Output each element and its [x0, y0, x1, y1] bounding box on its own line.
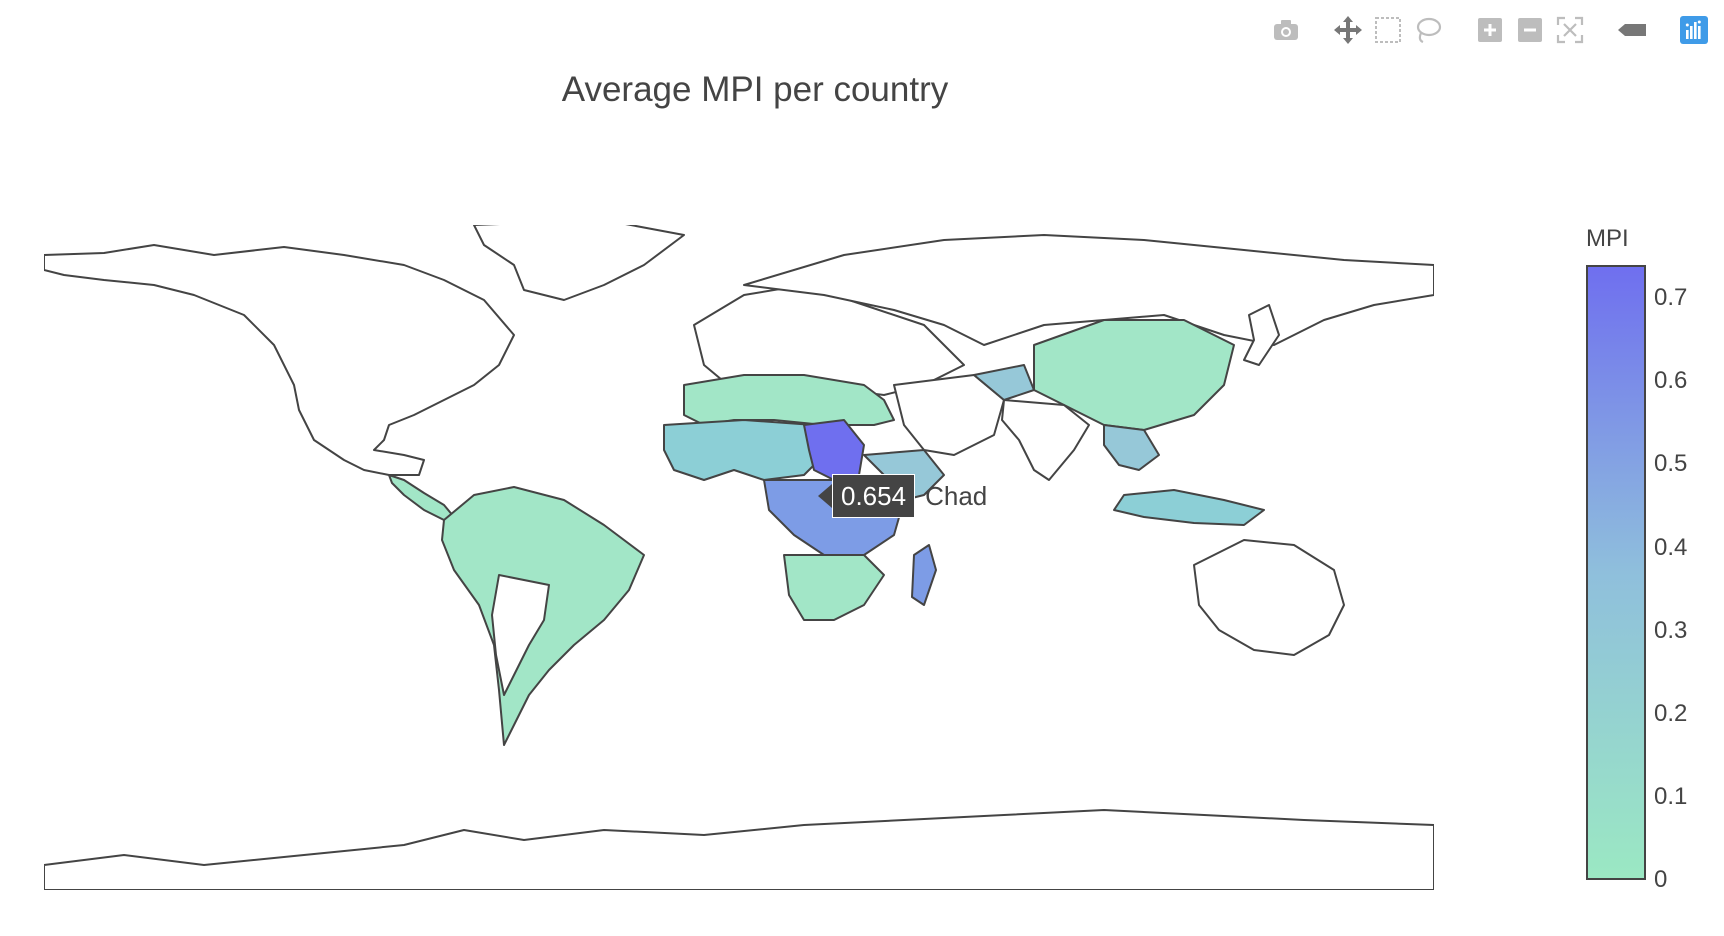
tooltip-country: Chad — [925, 480, 988, 511]
colorbar-tick-label: 0.3 — [1654, 616, 1688, 644]
zoom-in-icon[interactable] — [1470, 10, 1510, 50]
modebar-group-logo — [1674, 10, 1714, 50]
colorbar-tick-label: 0 — [1654, 866, 1668, 893]
choropleth-map[interactable] — [44, 225, 1434, 890]
colorbar-tick-label: 0.1 — [1654, 782, 1688, 810]
reset-view-icon[interactable] — [1550, 10, 1590, 50]
modebar-group-hover — [1612, 10, 1652, 50]
chart-title: Average MPI per country — [561, 70, 949, 109]
colorbar-tick-label: 0.5 — [1654, 450, 1688, 478]
colorbar-title: MPI — [1586, 225, 1629, 252]
colorbar-tick-label: 0.6 — [1654, 367, 1688, 395]
pan-icon[interactable] — [1328, 10, 1368, 50]
modebar-group-drag — [1328, 10, 1448, 50]
plotly-logo-icon[interactable] — [1674, 10, 1714, 50]
colorbar-tick-label: 0.2 — [1654, 699, 1688, 727]
colorbar: MPI 0.7 0.6 0.5 0.4 0.3 0.2 0.1 0 — [1580, 225, 1700, 905]
chad[interactable] — [803, 419, 865, 481]
greenland-landmass — [473, 225, 685, 301]
africa-south — [783, 554, 885, 621]
africa-west — [663, 419, 825, 481]
zoom-out-icon[interactable] — [1510, 10, 1550, 50]
camera-icon[interactable] — [1266, 10, 1306, 50]
indonesia — [1113, 489, 1265, 526]
colorbar-tick-label: 0.7 — [1654, 284, 1688, 312]
antarctica — [44, 809, 1434, 890]
japan — [1243, 304, 1280, 366]
australia — [1193, 539, 1345, 656]
south-america-south — [491, 574, 550, 696]
lasso-select-icon[interactable] — [1408, 10, 1448, 50]
modebar-group-export — [1266, 10, 1306, 50]
map-svg[interactable] — [44, 225, 1434, 890]
hover-tooltip: 0.654 Chad — [818, 474, 988, 518]
hover-closest-icon[interactable] — [1612, 10, 1652, 50]
tooltip-arrow — [818, 484, 832, 508]
modebar-group-zoom — [1470, 10, 1590, 50]
india — [1001, 399, 1090, 481]
modebar — [1244, 10, 1714, 50]
colorbar-gradient — [1586, 265, 1646, 880]
north-america-landmass — [44, 244, 515, 476]
southeast-asia — [1103, 424, 1160, 471]
central-america-landmass — [388, 474, 455, 521]
madagascar — [911, 544, 937, 606]
box-select-icon[interactable] — [1368, 10, 1408, 50]
tooltip-value: 0.654 — [832, 474, 916, 518]
china — [1033, 319, 1235, 431]
colorbar-tick-label: 0.4 — [1654, 533, 1688, 561]
